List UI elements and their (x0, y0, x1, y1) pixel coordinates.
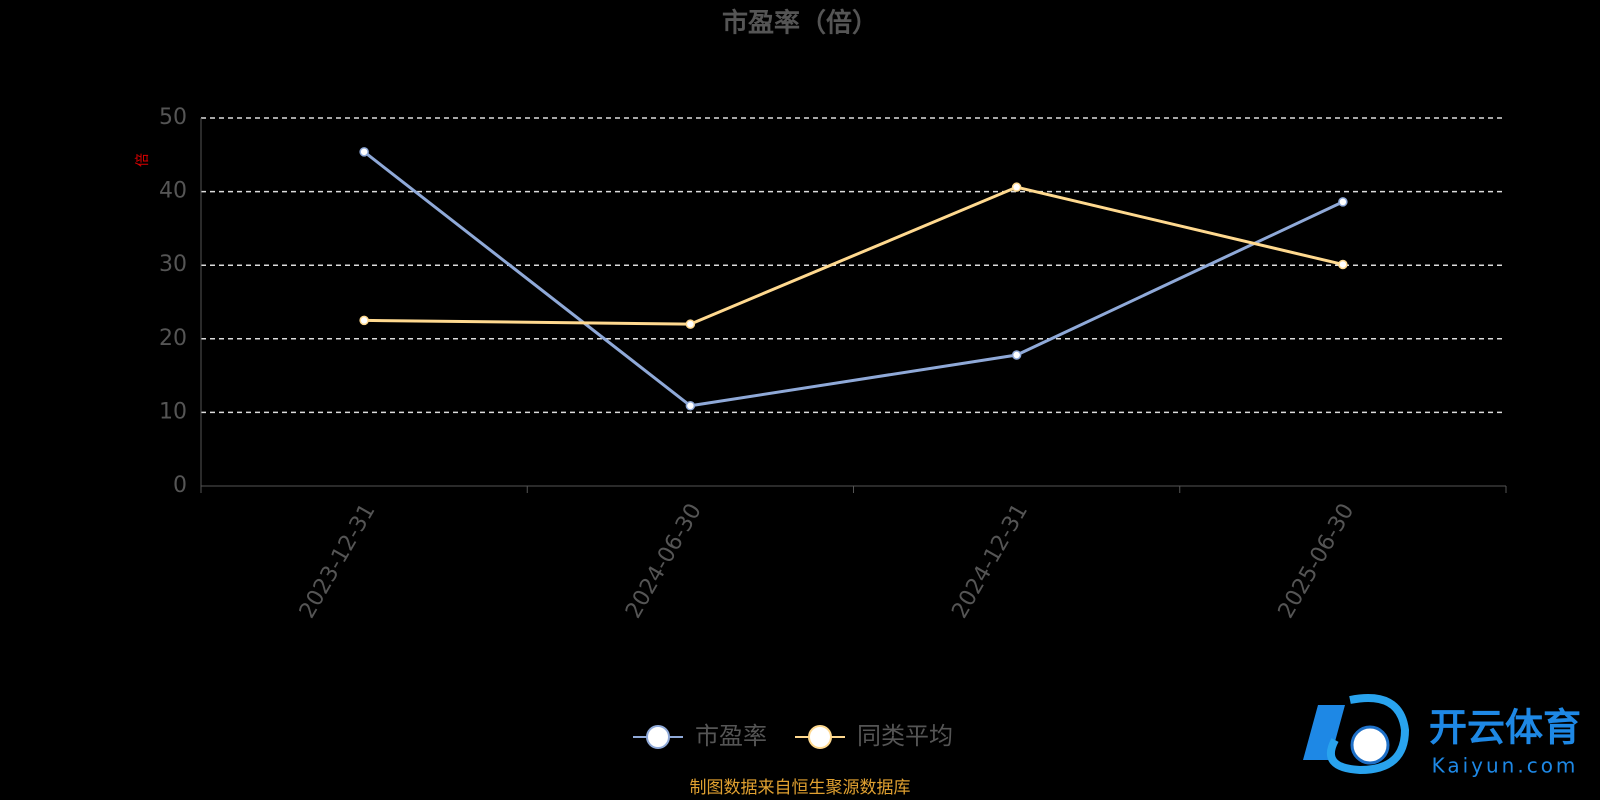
watermark-site: Kaiyun.com (1432, 754, 1579, 778)
chart-title: 市盈率（倍） (722, 8, 878, 39)
data-point (359, 315, 369, 326)
x-tick-label: 2024-06-30 (621, 500, 707, 623)
data-point (1011, 182, 1022, 192)
legend-marker (808, 725, 832, 749)
series-line (363, 150, 1344, 408)
logo-ball (1350, 725, 1390, 765)
data-point (685, 319, 696, 329)
data-point (1338, 197, 1348, 207)
data-point (359, 147, 369, 157)
watermark-logo: 开云体育 Kaiyun.com (1303, 694, 1581, 778)
y-axis-label: 倍 (135, 153, 151, 167)
legend-label: 市盈率 (695, 722, 767, 750)
series-line (364, 185, 1344, 326)
data-point (1011, 350, 1022, 360)
logo-shape (1303, 705, 1345, 760)
y-tick-label: 30 (159, 252, 187, 277)
source-note: 制图数据来自恒生聚源数据库 (690, 778, 911, 798)
x-tick-label: 2024-12-31 (947, 500, 1033, 623)
legend-marker (646, 725, 670, 749)
y-tick-label: 20 (159, 326, 187, 351)
data-point (1338, 259, 1348, 270)
watermark-brand: 开云体育 (1429, 706, 1581, 750)
y-tick-label: 40 (159, 179, 187, 204)
logo-shape (1326, 694, 1410, 775)
legend-label: 同类平均 (857, 722, 953, 750)
x-tick-label: 2025-06-30 (1274, 500, 1360, 623)
y-tick-label: 10 (159, 399, 187, 424)
y-tick-label: 50 (159, 105, 187, 130)
data-point (685, 401, 696, 411)
y-tick-label: 0 (173, 473, 187, 498)
x-tick-label: 2023-12-31 (295, 500, 381, 623)
